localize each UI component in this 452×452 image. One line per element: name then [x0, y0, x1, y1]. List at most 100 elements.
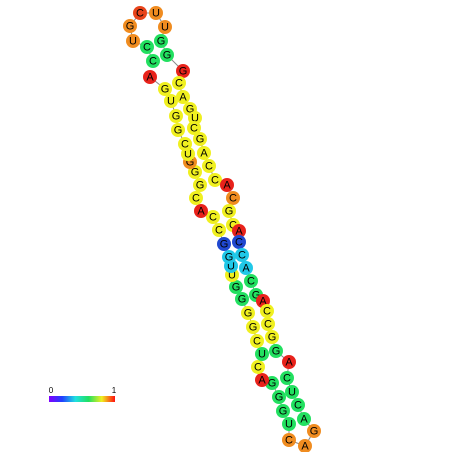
nucleotide — [176, 64, 190, 78]
nucleotide — [261, 317, 275, 331]
nucleotide-label: G — [268, 331, 277, 343]
nucleotide-label: G — [275, 391, 284, 403]
legend-min: 0 — [49, 386, 54, 395]
nucleotide-label: C — [247, 275, 255, 287]
nucleotide — [126, 34, 140, 48]
nucleotide — [178, 137, 192, 151]
nucleotide — [133, 6, 147, 20]
nucleotide — [197, 146, 211, 160]
nucleotide-label: G — [238, 293, 247, 305]
nucleotide-label: G — [157, 35, 166, 47]
nucleotide-label: C — [175, 77, 183, 89]
nucleotide — [187, 121, 201, 135]
nucleotide — [226, 191, 240, 205]
nucleotide — [235, 292, 249, 306]
nucleotide — [123, 19, 137, 33]
nucleotide-label: G — [196, 133, 205, 145]
nucleotide-label: U — [129, 35, 137, 47]
nucleotide — [251, 360, 265, 374]
nucleotide — [297, 412, 311, 426]
nucleotide — [193, 178, 207, 192]
nucleotide-label: G — [174, 124, 183, 136]
nucleotide-label: A — [259, 295, 267, 307]
nucleotide-label: A — [285, 356, 293, 368]
nucleotide — [291, 398, 305, 412]
nucleotide — [172, 76, 186, 90]
nucleotide — [158, 20, 172, 34]
nucleotide — [232, 235, 246, 249]
nucleotide-label: A — [235, 225, 243, 237]
nucleotide-label: U — [288, 386, 296, 398]
nucleotide-label: U — [152, 7, 160, 19]
nucleotide-label: G — [279, 405, 288, 417]
nucleotide — [140, 40, 154, 54]
nucleotide — [193, 132, 207, 146]
nucleotide-label: C — [190, 122, 198, 134]
nucleotide-label: C — [192, 192, 200, 204]
nucleotide — [285, 385, 299, 399]
nucleotide-label: A — [146, 71, 154, 83]
nucleotide — [176, 90, 190, 104]
nucleotide-label: C — [136, 7, 144, 19]
nucleotide-label: G — [249, 321, 258, 333]
nucleotide — [232, 224, 246, 238]
nucleotide-label: A — [223, 179, 231, 191]
nucleotide-label: G — [163, 49, 172, 61]
nucleotide-label: G — [179, 65, 188, 77]
nucleotide-label: A — [258, 374, 266, 386]
nucleotide — [282, 355, 296, 369]
nucleotide — [146, 54, 160, 68]
nucleotide — [202, 159, 216, 173]
nucleotide-label: C — [263, 305, 271, 317]
nucleotide — [208, 173, 222, 187]
nucleotide-label: G — [244, 307, 253, 319]
nucleotide — [229, 280, 243, 294]
nucleotide — [282, 417, 296, 431]
nucleotide — [272, 390, 286, 404]
nucleotide — [164, 94, 178, 108]
nucleotide-label: G — [310, 425, 319, 437]
nucleotide-label: C — [143, 41, 151, 53]
nucleotide-label: C — [205, 160, 213, 172]
nucleotide-label: G — [196, 179, 205, 191]
nucleotide — [143, 70, 157, 84]
nucleotide-label: U — [161, 21, 169, 33]
nucleotide — [265, 330, 279, 344]
legend-max: 1 — [112, 386, 117, 395]
nucleotide-label: U — [228, 269, 236, 281]
nucleotide — [206, 210, 220, 224]
nucleotide — [149, 6, 163, 20]
nucleotide-label: C — [294, 399, 302, 411]
nucleotide-label: A — [300, 413, 308, 425]
nucleotide-label: C — [283, 372, 291, 384]
nucleotide — [307, 424, 321, 438]
nucleotide-label: U — [184, 148, 192, 160]
nucleotide — [255, 347, 269, 361]
nucleotide — [250, 334, 264, 348]
nucleotide — [169, 109, 183, 123]
nucleotide-label: C — [211, 174, 219, 186]
nucleotide-label: C — [209, 211, 217, 223]
nucleotide — [160, 48, 174, 62]
nucleotide-label: U — [258, 348, 266, 360]
nucleotide-label: C — [254, 361, 262, 373]
nucleotide-label: G — [252, 289, 261, 301]
nucleotide-label: U — [191, 112, 199, 124]
nucleotide-label: G — [232, 281, 241, 293]
nucleotide-label: U — [167, 95, 175, 107]
nucleotide-label: C — [235, 236, 243, 248]
nucleotide — [280, 371, 294, 385]
nucleotide — [298, 439, 312, 452]
nucleotide — [269, 344, 283, 358]
nucleotide-label: C — [215, 224, 223, 236]
nucleotide — [255, 373, 269, 387]
nucleotide-label: G — [126, 20, 135, 32]
nucleotide — [282, 433, 296, 447]
nucleotide — [246, 320, 260, 334]
nucleotide-label: G — [191, 166, 200, 178]
nucleotide-label: C — [285, 434, 293, 446]
nucleotide — [244, 274, 258, 288]
nucleotide-label: G — [225, 251, 234, 263]
nucleotide — [194, 204, 208, 218]
